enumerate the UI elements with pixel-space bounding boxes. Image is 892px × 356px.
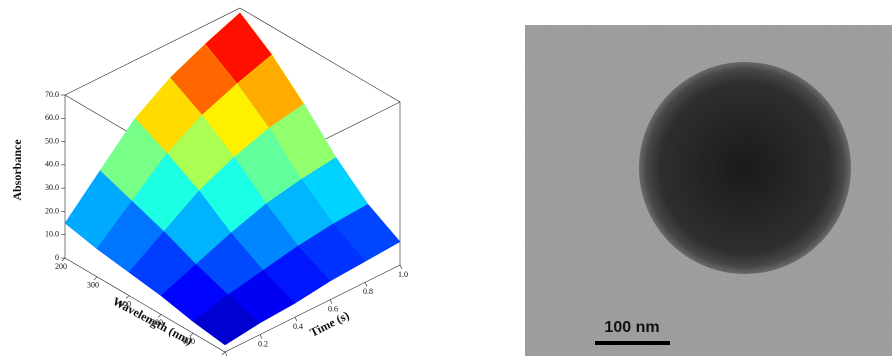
z-tick-label: 50.0 [45,136,59,145]
scale-bar [595,341,670,345]
y-tick [399,264,403,270]
x-tick [221,351,226,356]
z-tick-label: 60.0 [45,113,59,122]
y-tick-label: 1.0 [398,270,408,279]
y-tick-label: 0.2 [258,339,268,348]
x-tick-label: 300 [87,281,99,290]
x-tick-label: 500 [151,318,163,327]
y-tick [294,317,298,322]
z-tick-label: 30.0 [45,183,59,192]
y-tick [259,334,263,339]
scale-bar-label: 100 nm [604,319,659,336]
particle [639,62,851,274]
x-tick-label: 400 [119,299,131,308]
z-tick-label: 70.0 [45,90,59,99]
y-tick [329,299,333,304]
y-tick-label: 0.8 [363,287,373,296]
x-tick-label: 200 [55,262,67,271]
y-tick-label: 0.6 [328,305,338,314]
z-tick-label: 0 [55,253,59,262]
surface-plot: 0 10.0 20.0 30.0 40.0 50.0 60.0 70.0 200 300 400 50… [10,7,408,356]
x-tick [157,314,162,318]
surface-patch [192,294,261,346]
y-tick [364,282,368,287]
x-tick [125,295,130,299]
x-tick [189,332,194,337]
z-tick-label: 20.0 [45,206,59,215]
z-tick-label: 10.0 [45,230,59,239]
z-axis-label: Absorbance [10,139,24,201]
x-tick-label: 600 [183,337,195,346]
x-tick [93,276,98,281]
z-tick-label: 40.0 [45,160,59,169]
y-tick [224,351,228,356]
y-tick-label: 0.4 [293,322,303,331]
tem-image: 100 nm [525,25,892,356]
x-tick [61,257,66,262]
